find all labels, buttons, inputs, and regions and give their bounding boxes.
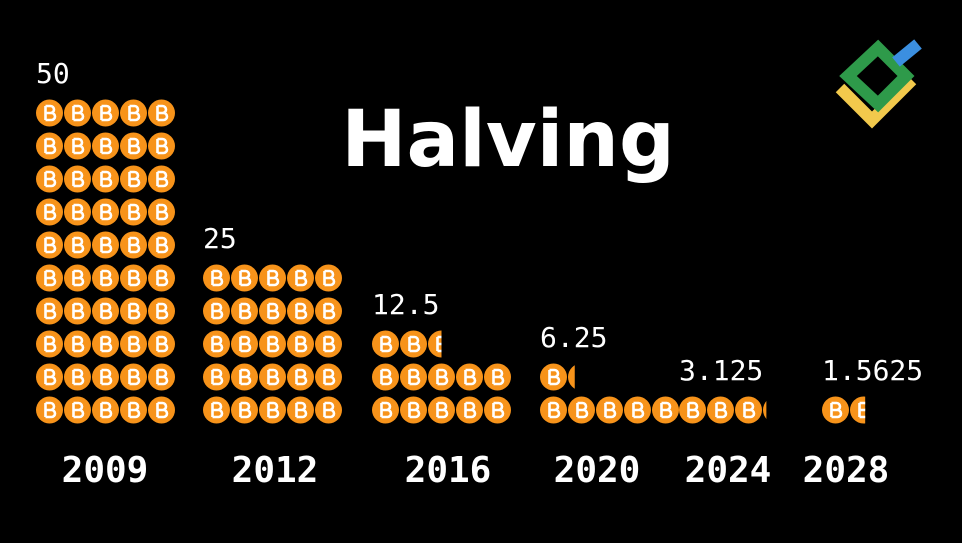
data-label: 50 [36, 57, 70, 90]
data-label: 6.25 [540, 321, 607, 354]
x-tick-label: 2009 [62, 450, 149, 491]
x-tick-label: 2020 [554, 450, 641, 491]
coin-stack [822, 396, 866, 424]
chart-title: Halving [341, 95, 675, 185]
data-label: 3.125 [679, 354, 763, 387]
data-label: 12.5 [372, 288, 439, 321]
logo [835, 39, 922, 129]
x-tick-label: 2016 [405, 450, 492, 491]
coin-stack [679, 396, 767, 424]
data-label: 25 [203, 222, 237, 255]
x-tick-label: 2028 [803, 450, 890, 491]
x-tick-label: 2012 [232, 450, 319, 491]
coin-stack [203, 264, 342, 424]
coin-stack [36, 99, 175, 424]
coin-stack [372, 330, 511, 424]
x-tick-label: 2024 [685, 450, 772, 491]
data-label: 1.5625 [822, 354, 923, 387]
coin-stack [540, 363, 679, 424]
